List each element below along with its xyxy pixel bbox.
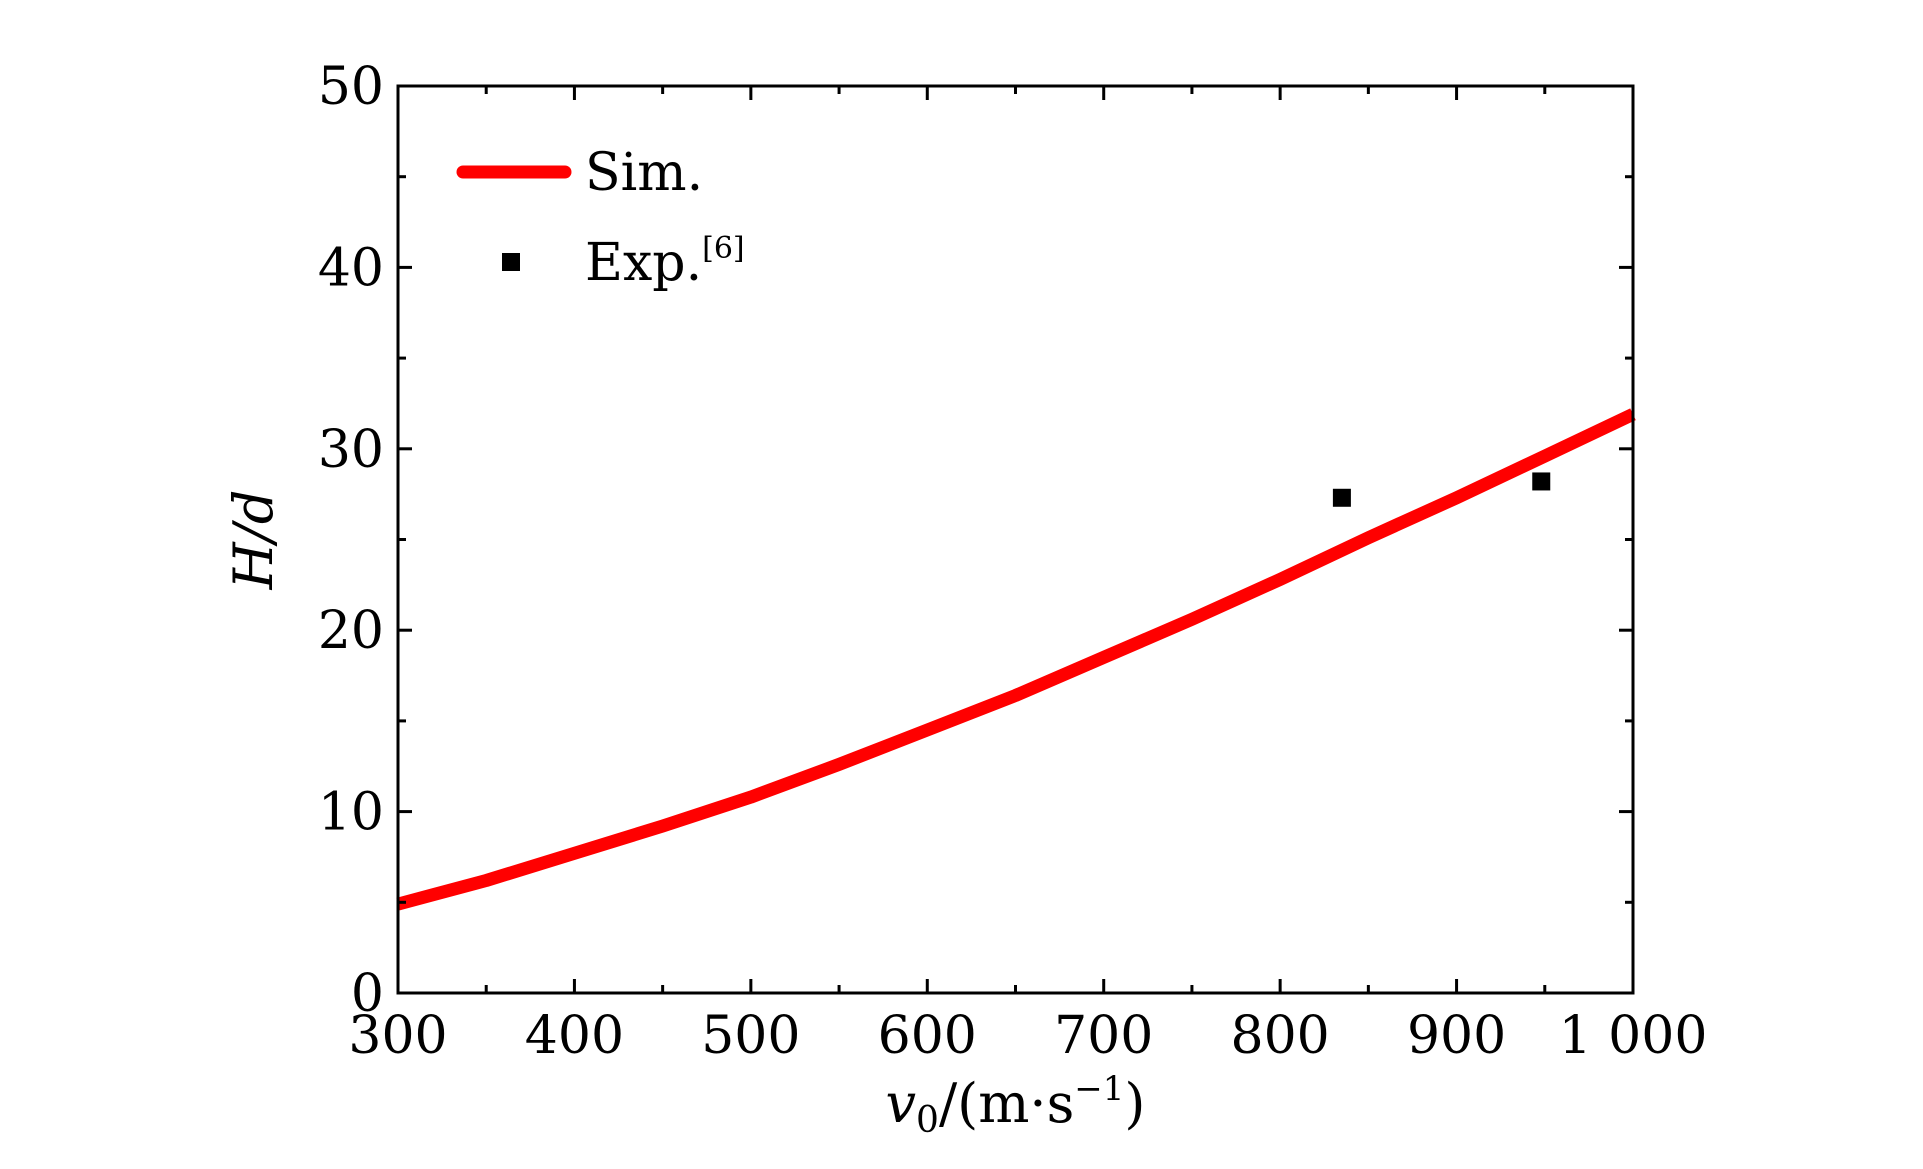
plot-marks (396, 408, 1636, 911)
exp-data-point (1532, 472, 1551, 491)
y-tick-label: 20 (318, 601, 384, 661)
y-axis-label: H/d (222, 490, 285, 591)
x-axis-label-sup: −1 (1074, 1069, 1124, 1109)
x-tick-label: 300 (348, 1006, 447, 1066)
sim-series-line (396, 408, 1636, 911)
y-tick-label: 50 (318, 57, 384, 117)
x-tick-label: 800 (1231, 1006, 1330, 1066)
y-tick-label: 10 (318, 783, 384, 843)
legend-exp-label: Exp.[6] (585, 231, 745, 293)
x-tick-label: 500 (701, 1006, 800, 1066)
x-axis-label-unit: /(m·s (939, 1072, 1074, 1135)
x-axis-label-close: ) (1124, 1072, 1145, 1135)
legend-sim-label: Sim. (585, 143, 703, 203)
x-tick-label: 900 (1407, 1006, 1506, 1066)
x-tick-label: 1 000 (1559, 1006, 1708, 1066)
legend-exp-label-ref: [6] (702, 231, 745, 266)
legend: Sim. Exp.[6] (456, 143, 745, 293)
x-axis-label-var: v (886, 1072, 917, 1135)
x-axis-label: v0/(m·s−1) (886, 1069, 1146, 1141)
tick-labels: 300 400 500 600 700 800 900 1 000 0 10 20 30 40 50 (318, 57, 1708, 1066)
y-tick-label: 40 (318, 238, 384, 298)
legend-exp-label-text: Exp. (585, 233, 702, 293)
axis-ticks (396, 84, 1635, 995)
x-tick-label: 700 (1054, 1006, 1153, 1066)
exp-data-point (1332, 488, 1351, 507)
x-axis-label-sub: 0 (916, 1100, 939, 1141)
x-tick-label: 600 (878, 1006, 977, 1066)
legend-exp-marker (502, 253, 520, 271)
x-tick-label: 400 (525, 1006, 624, 1066)
y-tick-label: 30 (318, 420, 384, 480)
y-tick-label: 0 (351, 964, 384, 1024)
